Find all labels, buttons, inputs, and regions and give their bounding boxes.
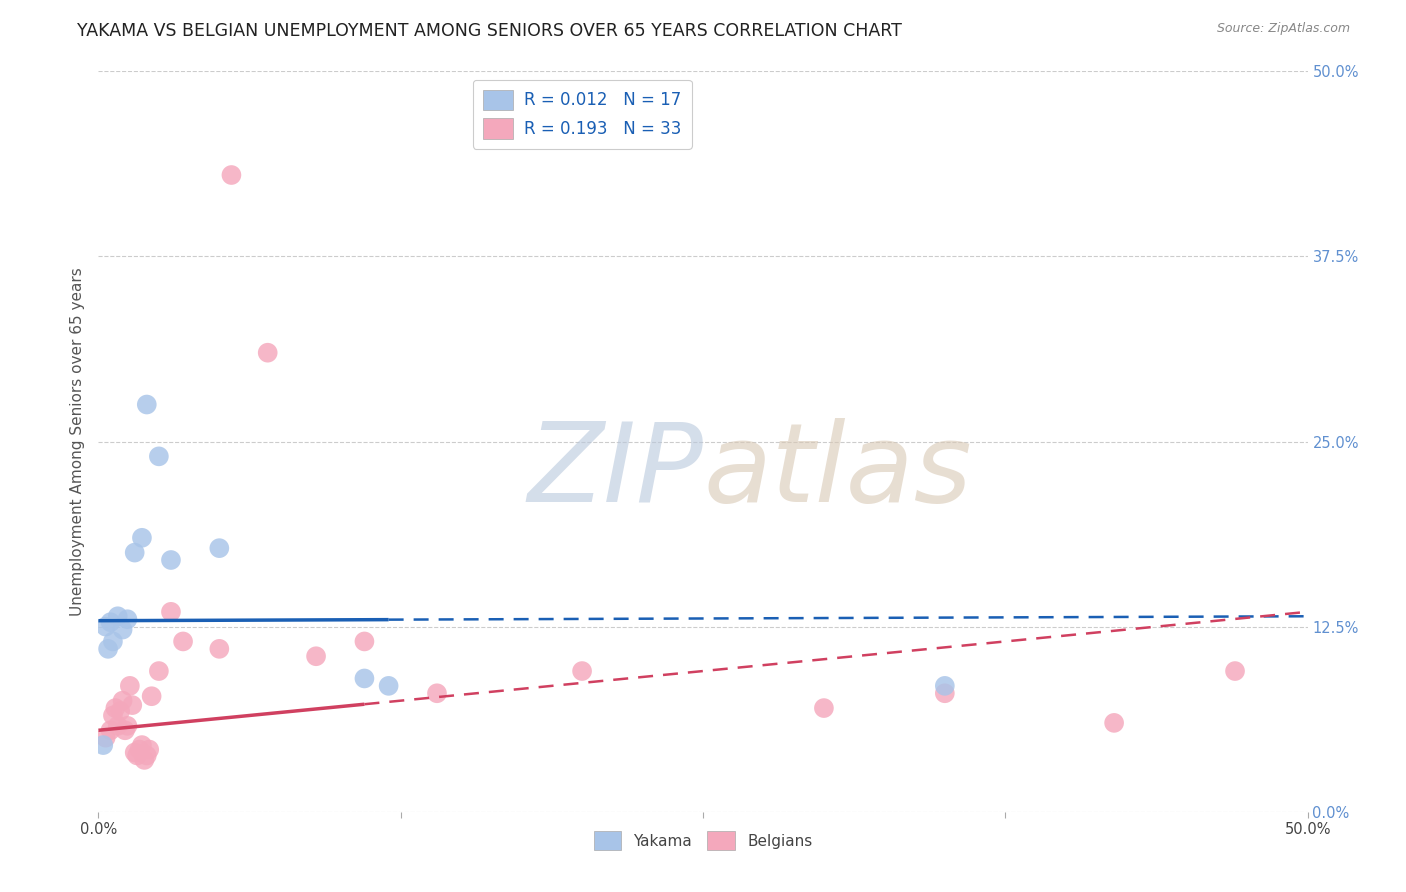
Point xyxy=(100,615,122,630)
Point xyxy=(141,690,163,704)
Point xyxy=(221,168,243,182)
Text: ZIP: ZIP xyxy=(527,417,703,524)
Point xyxy=(104,701,127,715)
Point xyxy=(94,731,117,745)
Point xyxy=(934,686,956,700)
Point xyxy=(353,672,375,686)
Point xyxy=(107,609,129,624)
Point xyxy=(305,649,328,664)
Legend: Yakama, Belgians: Yakama, Belgians xyxy=(588,825,818,856)
Point xyxy=(135,398,157,412)
Point xyxy=(94,619,117,633)
Point xyxy=(426,686,449,700)
Point xyxy=(91,738,114,752)
Text: YAKAMA VS BELGIAN UNEMPLOYMENT AMONG SENIORS OVER 65 YEARS CORRELATION CHART: YAKAMA VS BELGIAN UNEMPLOYMENT AMONG SEN… xyxy=(77,22,903,40)
Point xyxy=(127,748,149,763)
Point xyxy=(934,679,956,693)
Point xyxy=(138,742,160,756)
Point xyxy=(114,723,136,738)
Point xyxy=(160,605,183,619)
Point xyxy=(131,738,153,752)
Point xyxy=(571,664,593,678)
Point xyxy=(128,742,150,756)
Text: atlas: atlas xyxy=(703,417,972,524)
Point xyxy=(172,634,194,648)
Point xyxy=(97,641,120,656)
Point xyxy=(134,753,156,767)
Point xyxy=(131,531,153,545)
Y-axis label: Unemployment Among Seniors over 65 years: Unemployment Among Seniors over 65 years xyxy=(70,268,86,615)
Point xyxy=(121,698,143,712)
Point xyxy=(100,723,122,738)
Text: Source: ZipAtlas.com: Source: ZipAtlas.com xyxy=(1216,22,1350,36)
Point xyxy=(135,748,157,763)
Point xyxy=(118,679,141,693)
Point xyxy=(117,612,139,626)
Point xyxy=(1223,664,1246,678)
Point xyxy=(148,664,170,678)
Point xyxy=(101,634,124,648)
Point xyxy=(124,546,146,560)
Point xyxy=(377,679,399,693)
Point xyxy=(1102,715,1125,730)
Point xyxy=(111,694,134,708)
Point xyxy=(813,701,835,715)
Point xyxy=(353,634,375,648)
Point xyxy=(117,719,139,733)
Point xyxy=(208,641,231,656)
Point xyxy=(101,708,124,723)
Point xyxy=(208,541,231,556)
Point xyxy=(108,704,131,718)
Point xyxy=(148,450,170,464)
Point xyxy=(111,623,134,637)
Point xyxy=(256,345,278,359)
Point xyxy=(160,553,183,567)
Point xyxy=(107,719,129,733)
Point xyxy=(124,746,146,760)
